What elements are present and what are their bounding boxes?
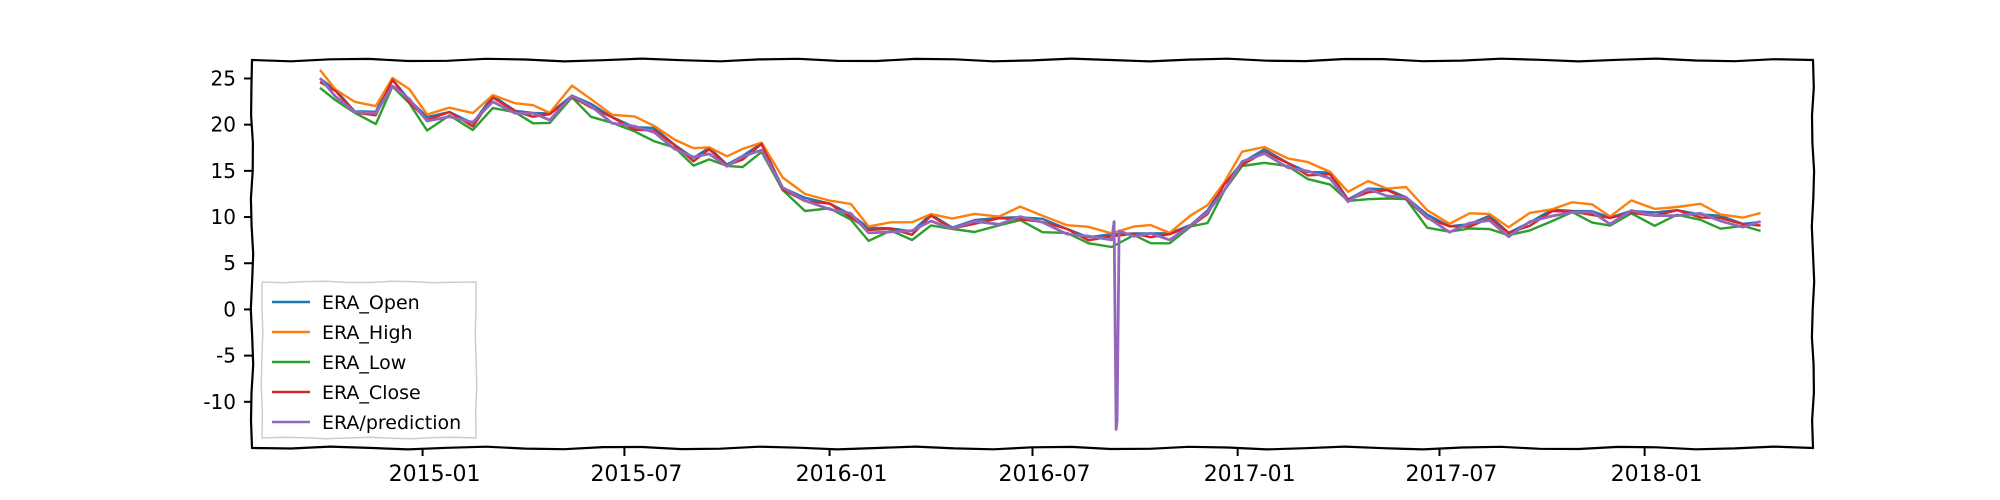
y-tick-label: -5 (216, 344, 236, 368)
legend-label: ERA_Open (322, 292, 420, 314)
legend-label: ERA_Low (322, 352, 406, 374)
series-line-era-close (319, 78, 1761, 242)
y-axis: 25 20 15 10 5 0 -5 -10 (203, 66, 252, 414)
x-tick-label: 2015-07 (590, 462, 682, 487)
frame-bottom (250, 445, 1815, 451)
series-line-era-open (319, 77, 1761, 239)
x-tick-label: 2017-07 (1406, 462, 1498, 487)
y-tick-label: 10 (211, 205, 236, 229)
x-tick-label: 2016-01 (796, 462, 888, 487)
y-tick-label: -10 (203, 390, 236, 414)
frame-left (249, 58, 255, 450)
x-tick-label: 2016-07 (999, 462, 1091, 487)
legend-label: ERA_Close (322, 382, 421, 404)
y-tick-label: 25 (211, 66, 236, 90)
x-axis: 2015-01 2015-07 2016-01 2016-07 2017-01 2017-… (389, 448, 1703, 487)
series-lines (318, 69, 1762, 431)
series-line-era-prediction (318, 77, 1762, 431)
x-tick-label: 2015-01 (389, 462, 481, 487)
legend-label: ERA/prediction (322, 412, 461, 434)
y-tick-label: 0 (223, 297, 236, 321)
frame-top (250, 57, 1815, 63)
series-line-era-high (319, 69, 1761, 235)
legend-label: ERA_High (322, 322, 413, 344)
frame-right (1810, 58, 1816, 450)
y-tick-label: 5 (223, 251, 236, 275)
y-tick-label: 20 (211, 113, 236, 137)
x-tick-label: 2018-01 (1611, 462, 1703, 487)
y-tick-label: 15 (211, 159, 236, 183)
x-tick-label: 2017-01 (1204, 462, 1296, 487)
legend-box (260, 280, 478, 440)
legend: ERA_Open ERA_High ERA_Low ERA_Close ERA/pred… (260, 280, 478, 440)
